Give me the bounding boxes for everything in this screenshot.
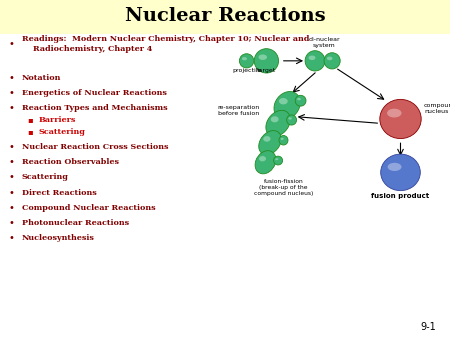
Text: re-separation
before fusion: re-separation before fusion — [217, 105, 260, 116]
Ellipse shape — [275, 158, 278, 160]
Ellipse shape — [255, 151, 276, 174]
Ellipse shape — [287, 115, 297, 125]
Text: Direct Reactions: Direct Reactions — [22, 189, 96, 197]
Text: •: • — [8, 39, 14, 49]
Text: •: • — [8, 88, 14, 98]
Text: ▪: ▪ — [27, 127, 32, 136]
Text: •: • — [8, 73, 14, 83]
Text: Photonuclear Reactions: Photonuclear Reactions — [22, 219, 129, 227]
Text: •: • — [8, 218, 14, 228]
Text: Nuclear Reaction Cross Sections: Nuclear Reaction Cross Sections — [22, 143, 168, 151]
Text: •: • — [8, 157, 14, 167]
Text: fusion-fission
(break-up of the
compound nucleus): fusion-fission (break-up of the compound… — [254, 179, 313, 196]
Ellipse shape — [380, 99, 421, 139]
Ellipse shape — [259, 130, 281, 155]
Ellipse shape — [387, 163, 401, 171]
Ellipse shape — [263, 136, 270, 142]
Text: •: • — [8, 103, 14, 113]
Ellipse shape — [288, 117, 292, 120]
Text: target: target — [257, 68, 276, 73]
Ellipse shape — [309, 55, 315, 60]
Text: Scattering: Scattering — [22, 173, 68, 182]
Text: ▪: ▪ — [27, 116, 32, 124]
Text: •: • — [8, 233, 14, 243]
Ellipse shape — [266, 110, 290, 137]
Ellipse shape — [279, 136, 288, 145]
Text: di-nuclear
system: di-nuclear system — [308, 37, 340, 48]
Text: Barriers: Barriers — [38, 116, 76, 124]
Ellipse shape — [327, 56, 333, 60]
Ellipse shape — [387, 109, 401, 118]
Ellipse shape — [274, 156, 283, 165]
Text: 9-1: 9-1 — [421, 322, 436, 332]
Text: fusion product: fusion product — [371, 193, 430, 199]
Ellipse shape — [305, 51, 325, 71]
Text: Scattering: Scattering — [38, 128, 85, 136]
Text: Readings:  Modern Nuclear Chemistry, Chapter 10; Nuclear and
    Radiochemistry,: Readings: Modern Nuclear Chemistry, Chap… — [22, 35, 309, 53]
Text: •: • — [8, 203, 14, 213]
Text: Notation: Notation — [22, 74, 61, 82]
Ellipse shape — [259, 156, 266, 161]
Text: •: • — [8, 172, 14, 183]
Ellipse shape — [281, 138, 284, 140]
Text: Nuclear Reactions: Nuclear Reactions — [125, 7, 325, 25]
Ellipse shape — [295, 95, 306, 106]
Ellipse shape — [324, 53, 340, 69]
Text: Reaction Types and Mechanisms: Reaction Types and Mechanisms — [22, 104, 167, 112]
Text: Compound Nuclear Reactions: Compound Nuclear Reactions — [22, 204, 155, 212]
Ellipse shape — [297, 98, 301, 100]
Ellipse shape — [242, 57, 247, 60]
Ellipse shape — [271, 116, 279, 122]
Ellipse shape — [279, 98, 288, 104]
Text: Reaction Observables: Reaction Observables — [22, 158, 119, 166]
Ellipse shape — [381, 154, 420, 191]
Text: Nucleosynthesis: Nucleosynthesis — [22, 234, 94, 242]
Text: compound
nucleus: compound nucleus — [424, 103, 450, 114]
Text: Energetics of Nuclear Reactions: Energetics of Nuclear Reactions — [22, 89, 166, 97]
Text: •: • — [8, 188, 14, 198]
Ellipse shape — [239, 54, 254, 68]
Ellipse shape — [254, 49, 279, 73]
Ellipse shape — [258, 54, 267, 60]
FancyBboxPatch shape — [0, 0, 450, 34]
Text: •: • — [8, 142, 14, 152]
Text: projectile: projectile — [232, 68, 261, 73]
Ellipse shape — [274, 92, 300, 119]
